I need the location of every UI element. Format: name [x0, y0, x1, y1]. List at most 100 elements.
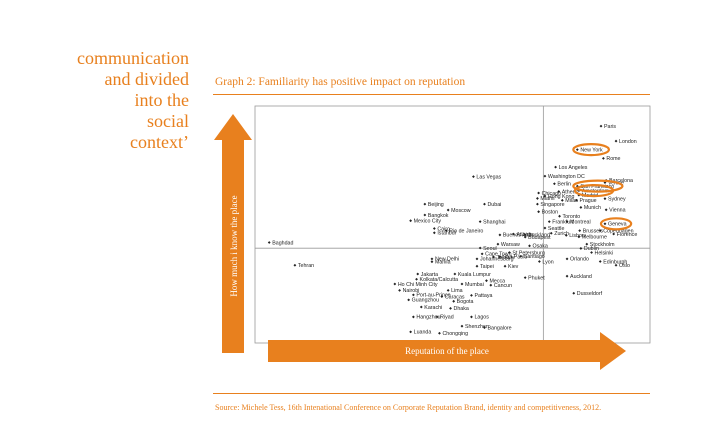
point-label: Seoul: [483, 246, 497, 252]
point-label: Barcelona: [609, 178, 633, 184]
data-point: Bangalore: [483, 325, 512, 331]
point-marker: [423, 213, 427, 217]
point-marker: [449, 306, 452, 310]
side-quote-line: social: [147, 111, 189, 131]
data-point: Osaka: [528, 244, 548, 250]
data-point: Athens: [557, 189, 579, 195]
point-marker: [564, 234, 568, 237]
point-marker: [475, 257, 479, 261]
data-point: Oslo: [614, 263, 630, 269]
data-point: Moscow: [446, 208, 471, 214]
data-point: Buenos Aires: [498, 233, 534, 239]
point-label: Kuala Lumpur: [458, 272, 491, 278]
point-label: Sao Paolo: [503, 255, 527, 261]
point-label: Santiago: [524, 254, 545, 260]
point-marker: [603, 197, 607, 201]
data-point: Los Angeles: [554, 165, 588, 171]
point-marker: [409, 219, 413, 223]
point-marker: [460, 324, 464, 328]
data-point: Auckland: [565, 274, 592, 280]
point-marker: [614, 139, 618, 143]
data-point: Tehran: [293, 263, 314, 269]
point-marker: [558, 214, 561, 218]
data-point: Nairobi: [398, 288, 419, 294]
point-marker: [407, 298, 411, 302]
point-marker: [565, 257, 569, 261]
point-marker: [601, 156, 605, 160]
data-point: Bogota: [452, 299, 474, 305]
data-point: Copenhagen: [598, 228, 634, 234]
data-point: Lyon: [538, 259, 554, 265]
point-label: Orlando: [570, 257, 589, 263]
point-marker: [572, 291, 576, 295]
point-marker: [489, 283, 493, 287]
data-point: Cancun: [489, 283, 512, 289]
point-marker: [452, 299, 456, 303]
point-label: Chicago: [542, 191, 561, 197]
point-marker: [598, 229, 602, 233]
point-marker: [409, 330, 413, 334]
data-point: Munich: [579, 205, 601, 211]
point-marker: [432, 231, 436, 235]
data-point: Sao Paolo: [498, 255, 527, 261]
point-marker: [565, 220, 569, 224]
point-label: Melbourne: [582, 235, 607, 241]
point-label: Bangalore: [487, 325, 511, 331]
point-label: New Delhi: [435, 257, 459, 263]
data-point: London: [614, 139, 637, 145]
side-quote-line: into the: [134, 90, 190, 110]
point-label: Riyad: [440, 315, 454, 321]
point-label: Ho Chi Minh City: [398, 282, 438, 288]
point-label: Miami: [540, 196, 554, 202]
side-quote-line: context’: [130, 132, 189, 152]
point-label: Lyon: [542, 259, 553, 265]
point-label: Mexico City: [414, 219, 442, 225]
point-marker: [590, 251, 593, 254]
data-point: Melbourne: [577, 235, 607, 241]
data-point: Brussels: [578, 228, 603, 234]
data-point: Helsinki: [590, 250, 613, 256]
point-marker: [492, 255, 495, 259]
graph-title: Graph 2: Familiarity has positive impact…: [215, 76, 466, 88]
data-point: Kuala Lumpur: [453, 272, 491, 278]
point-label: London: [619, 139, 637, 145]
data-point: Shenzhen: [460, 324, 489, 330]
data-point: Auckland: [523, 233, 550, 239]
point-label: Berlin: [557, 182, 571, 188]
data-point: Seoul: [478, 246, 497, 252]
point-marker: [523, 233, 527, 237]
point-marker: [496, 242, 500, 246]
point-marker: [575, 148, 579, 152]
data-point: Cape Town: [480, 252, 512, 258]
point-label: Karachi: [424, 305, 442, 311]
point-marker: [549, 231, 553, 235]
point-marker: [511, 232, 515, 236]
point-marker: [398, 288, 401, 292]
point-label: Moscow: [451, 208, 471, 214]
point-label: Rio de Janeiro: [449, 228, 483, 234]
data-point: Dhaka: [449, 306, 469, 312]
data-point: Lima: [446, 288, 463, 294]
data-point: Dubai: [483, 202, 501, 208]
point-marker: [579, 247, 583, 250]
point-label: Phuket: [528, 275, 545, 281]
data-point: Vienna: [604, 208, 626, 214]
data-point: Mexico City: [409, 219, 441, 225]
point-label: Nairobi: [403, 288, 420, 294]
data-point: Pattaya: [470, 293, 492, 299]
point-marker: [614, 263, 618, 267]
data-point: Baghdad: [267, 240, 293, 246]
point-label: Dusseldorf: [577, 291, 603, 297]
point-marker: [446, 288, 450, 292]
data-point: Warsaw: [496, 242, 520, 248]
source-note: Source: Michele Tess, 16th Intenational …: [215, 403, 602, 412]
point-marker: [393, 282, 397, 286]
point-marker: [557, 190, 561, 193]
data-point: Mecca: [485, 278, 505, 284]
point-marker: [536, 202, 539, 206]
highlight-ellipse: [573, 184, 615, 198]
x-axis-arrow: Reputation of the place: [268, 332, 626, 370]
data-point: Phuket: [523, 275, 545, 281]
point-marker: [537, 191, 541, 195]
data-point: Florence: [612, 232, 637, 238]
